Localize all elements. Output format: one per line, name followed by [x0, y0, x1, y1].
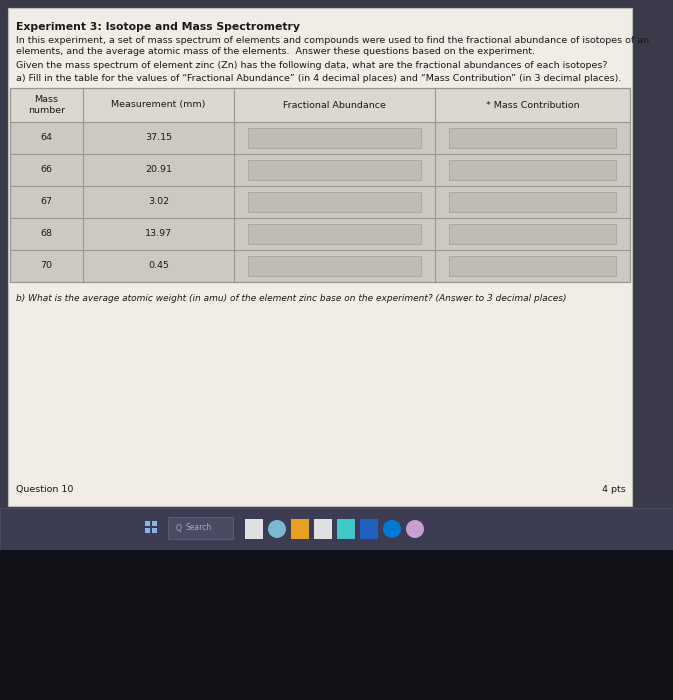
Text: 0.45: 0.45	[148, 262, 169, 270]
Bar	[145, 521, 150, 526]
Text: In this experiment, a set of mass spectrum of elements and compounds were used t: In this experiment, a set of mass spectr…	[16, 36, 649, 45]
Text: 64: 64	[40, 134, 52, 143]
Bar	[10, 122, 630, 154]
Text: 13.97: 13.97	[145, 230, 172, 239]
Text: Q: Q	[176, 524, 182, 533]
Text: Search: Search	[185, 524, 211, 533]
Text: * Mass Contribution: * Mass Contribution	[486, 101, 579, 109]
Bar	[245, 519, 263, 539]
Bar	[360, 519, 378, 539]
Text: Given the mass spectrum of element zinc (Zn) has the following data, what are th: Given the mass spectrum of element zinc …	[16, 61, 608, 70]
Text: 67: 67	[40, 197, 52, 206]
Bar	[8, 8, 632, 506]
Bar	[248, 224, 421, 244]
Text: elements, and the average atomic mass of the elements.  Answer these questions b: elements, and the average atomic mass of…	[16, 47, 535, 56]
Text: 37.15: 37.15	[145, 134, 172, 143]
Circle shape	[268, 520, 286, 538]
Bar	[314, 519, 332, 539]
Bar	[10, 250, 630, 282]
Text: Experiment 3: Isotope and Mass Spectrometry: Experiment 3: Isotope and Mass Spectrome…	[16, 22, 300, 32]
Bar	[291, 519, 309, 539]
Bar	[248, 256, 421, 276]
Text: 3.02: 3.02	[148, 197, 169, 206]
Bar	[449, 192, 616, 212]
Bar	[449, 224, 616, 244]
Bar	[449, 256, 616, 276]
Text: 70: 70	[40, 262, 52, 270]
Text: 4 pts: 4 pts	[602, 485, 626, 494]
Bar	[152, 521, 157, 526]
Bar	[152, 528, 157, 533]
Text: Mass
number: Mass number	[28, 95, 65, 115]
Text: Fractional Abundance: Fractional Abundance	[283, 101, 386, 109]
Text: b) What is the average atomic weight (in amu) of the element zinc base on the ex: b) What is the average atomic weight (in…	[16, 294, 567, 303]
Bar	[168, 517, 233, 539]
Bar	[0, 550, 673, 700]
Bar	[10, 154, 630, 186]
Text: a) Fill in the table for the values of “Fractional Abundance” (in 4 decimal plac: a) Fill in the table for the values of “…	[16, 74, 621, 83]
Bar	[449, 128, 616, 148]
Text: 20.91: 20.91	[145, 165, 172, 174]
Circle shape	[406, 520, 424, 538]
Bar	[248, 192, 421, 212]
Text: Question 10: Question 10	[16, 485, 73, 494]
Text: Measurement (mm): Measurement (mm)	[111, 101, 206, 109]
Bar	[10, 218, 630, 250]
Bar	[145, 528, 150, 533]
Bar	[10, 88, 630, 282]
Bar	[248, 128, 421, 148]
Text: 66: 66	[40, 165, 52, 174]
Bar	[337, 519, 355, 539]
Bar	[10, 88, 630, 122]
Bar	[248, 160, 421, 180]
Bar	[0, 508, 673, 550]
Circle shape	[383, 520, 401, 538]
Bar	[10, 186, 630, 218]
Bar	[449, 160, 616, 180]
Text: 68: 68	[40, 230, 52, 239]
